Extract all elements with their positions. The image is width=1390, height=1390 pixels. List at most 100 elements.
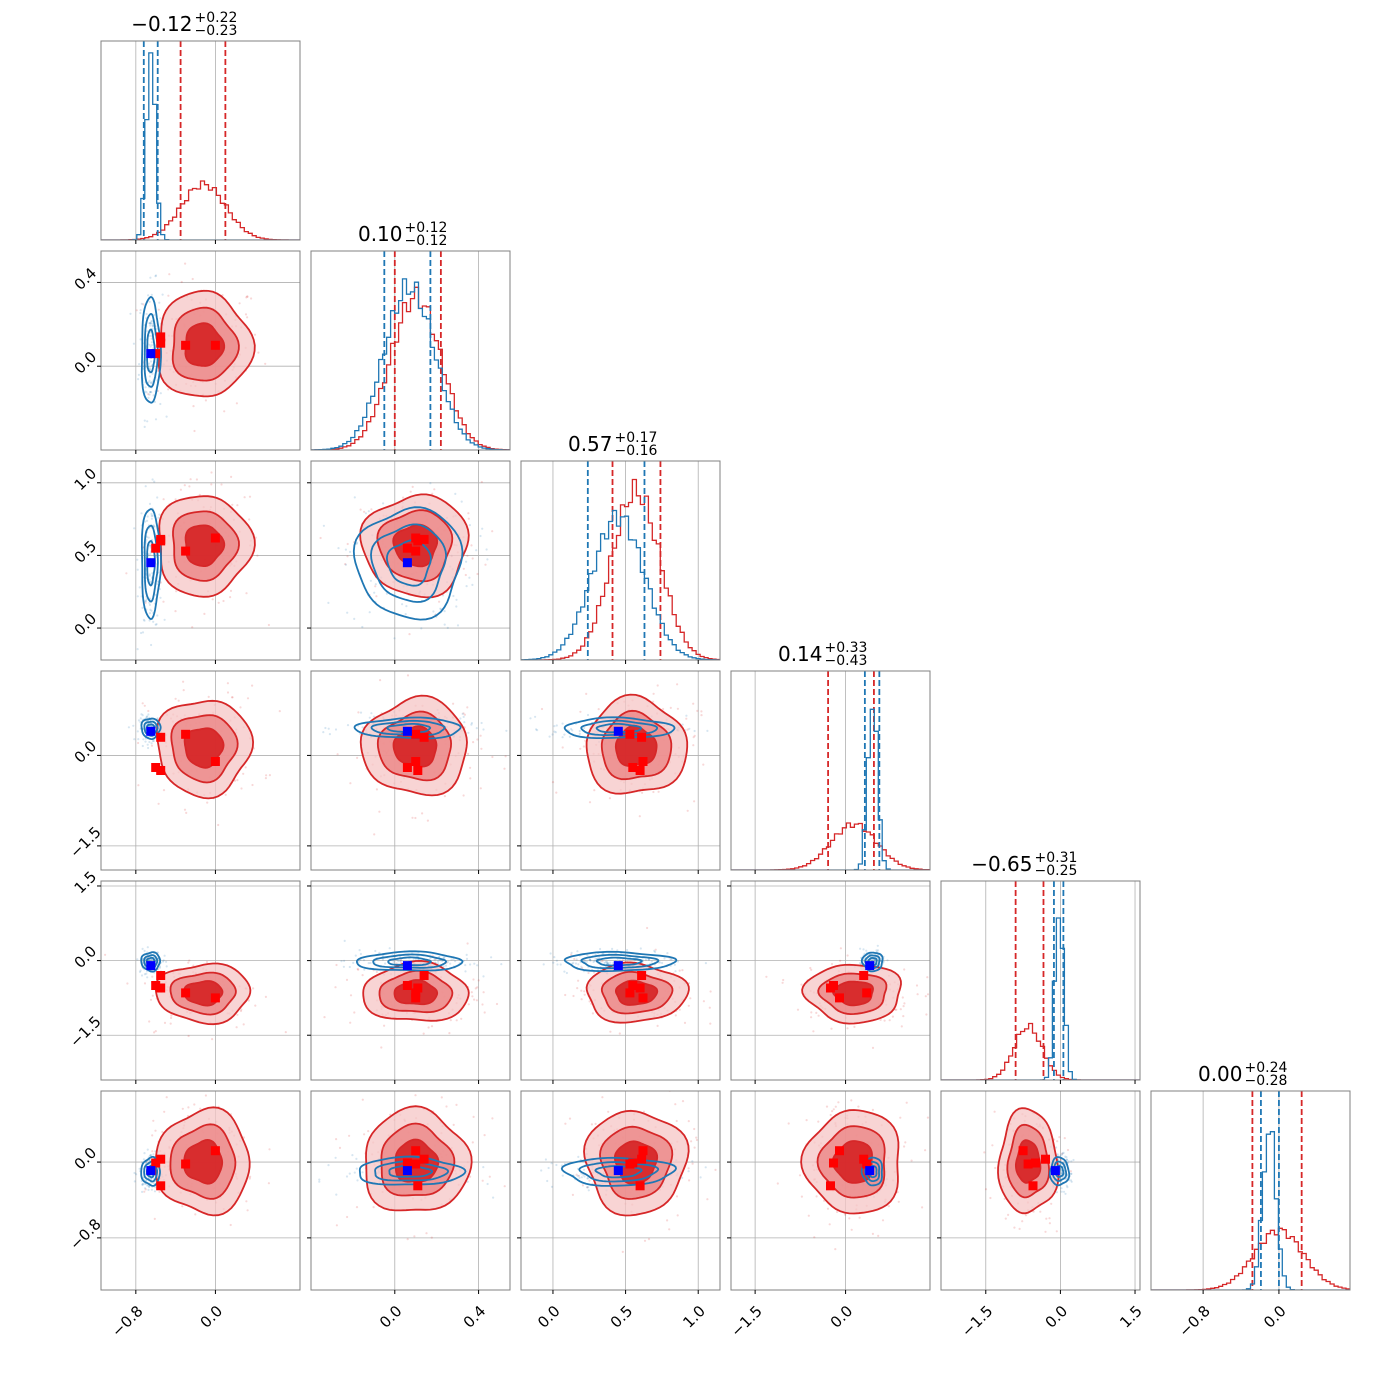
scatter-point	[702, 1000, 706, 1003]
scatter-point	[443, 795, 446, 798]
red-marker	[156, 1154, 166, 1164]
scatter-point	[264, 777, 267, 780]
scatter-point	[231, 503, 234, 506]
scatter-point	[346, 611, 349, 614]
scatter-point	[150, 381, 153, 384]
x-tick-label: 0.0	[827, 1302, 857, 1332]
scatter-point	[146, 698, 148, 700]
scatter-point	[174, 498, 177, 501]
scatter-point	[474, 987, 477, 990]
scatter-point	[564, 1122, 567, 1125]
scatter-point	[564, 993, 567, 997]
scatter-point	[149, 322, 152, 325]
scatter-point	[141, 606, 144, 610]
scatter-point	[550, 1162, 553, 1165]
scatter-point	[609, 961, 612, 964]
scatter-point	[540, 707, 544, 711]
scatter-point	[1060, 1153, 1064, 1156]
scatter-point	[432, 610, 435, 613]
red-marker	[181, 729, 191, 739]
scatter-point	[337, 547, 340, 550]
scatter-point	[577, 1155, 580, 1158]
y-tick-label: 0.5	[71, 537, 101, 567]
scatter-point	[535, 728, 538, 731]
x-tick-label: 1.0	[679, 1302, 709, 1332]
scatter-point	[383, 1024, 386, 1027]
scatter-point	[839, 959, 842, 962]
scatter-point	[902, 1005, 905, 1008]
scatter-point	[830, 1027, 833, 1030]
scatter-point	[137, 378, 140, 381]
scatter-point	[611, 947, 614, 951]
scatter-point	[141, 947, 144, 951]
scatter-point	[561, 746, 564, 749]
scatter-point	[1070, 1172, 1073, 1175]
scatter-point	[639, 947, 642, 950]
scatter-point	[335, 1193, 338, 1196]
scatter-point	[669, 958, 672, 961]
scatter-point	[570, 727, 573, 731]
scatter-point	[422, 1032, 425, 1035]
red-marker	[638, 1146, 648, 1156]
scatter-point	[157, 308, 160, 311]
scatter-point	[149, 552, 152, 556]
scatter-point	[846, 1027, 849, 1030]
scatter-point	[583, 726, 586, 730]
blue-marker	[865, 1166, 875, 1176]
panel-3-2	[517, 670, 721, 874]
scatter-point	[485, 548, 488, 551]
scatter-point	[168, 273, 171, 276]
scatter-point	[188, 485, 191, 488]
blue-marker	[146, 1166, 156, 1176]
red-marker	[402, 1158, 412, 1168]
scatter-point	[322, 524, 325, 527]
scatter-point	[871, 1108, 875, 1111]
red-marker	[411, 1146, 421, 1156]
scatter-point	[449, 1019, 452, 1022]
scatter-point	[141, 702, 144, 705]
scatter-point	[349, 1021, 352, 1024]
scatter-point	[471, 995, 474, 998]
scatter-point	[592, 960, 595, 964]
panel-frame	[520, 880, 721, 1081]
scatter-point	[388, 947, 391, 950]
panel-title-sub-0: −0.23	[195, 23, 238, 39]
scatter-point	[257, 351, 260, 354]
scatter-point	[455, 1103, 458, 1106]
scatter-point	[1055, 1146, 1058, 1149]
red-marker	[156, 971, 166, 980]
scatter-point	[693, 800, 696, 803]
red-marker	[826, 1181, 835, 1191]
scatter-point	[593, 789, 596, 792]
scatter-point	[136, 648, 139, 651]
scatter-point	[857, 1105, 860, 1108]
panel-title-5: 0.00	[1198, 1062, 1243, 1086]
scatter-point	[139, 338, 142, 341]
scatter-point	[675, 1119, 678, 1123]
scatter-point	[689, 997, 692, 1000]
scatter-point	[709, 990, 712, 993]
scatter-point	[1063, 1137, 1066, 1140]
scatter-point	[561, 1174, 564, 1177]
y-tick-label: −1.5	[66, 1012, 104, 1050]
scatter-point	[392, 960, 395, 963]
scatter-point	[587, 971, 590, 975]
scatter-point	[278, 710, 281, 713]
scatter-point	[140, 713, 143, 716]
panel-frame	[310, 250, 511, 451]
scatter-point	[606, 962, 609, 965]
scatter-point	[800, 1195, 804, 1198]
scatter-point	[983, 1151, 986, 1154]
scatter-point	[504, 755, 507, 758]
scatter-point	[381, 958, 384, 961]
scatter-point	[548, 735, 551, 738]
red-marker	[1023, 1159, 1033, 1169]
panel-3-1	[307, 670, 511, 874]
scatter-point	[246, 697, 250, 700]
scatter-point	[409, 490, 412, 493]
scatter-point	[491, 1117, 494, 1120]
scatter-point	[151, 324, 154, 327]
scatter-point	[187, 1106, 190, 1109]
y-tick-label: 1.0	[71, 464, 101, 494]
scatter-point	[139, 717, 142, 720]
